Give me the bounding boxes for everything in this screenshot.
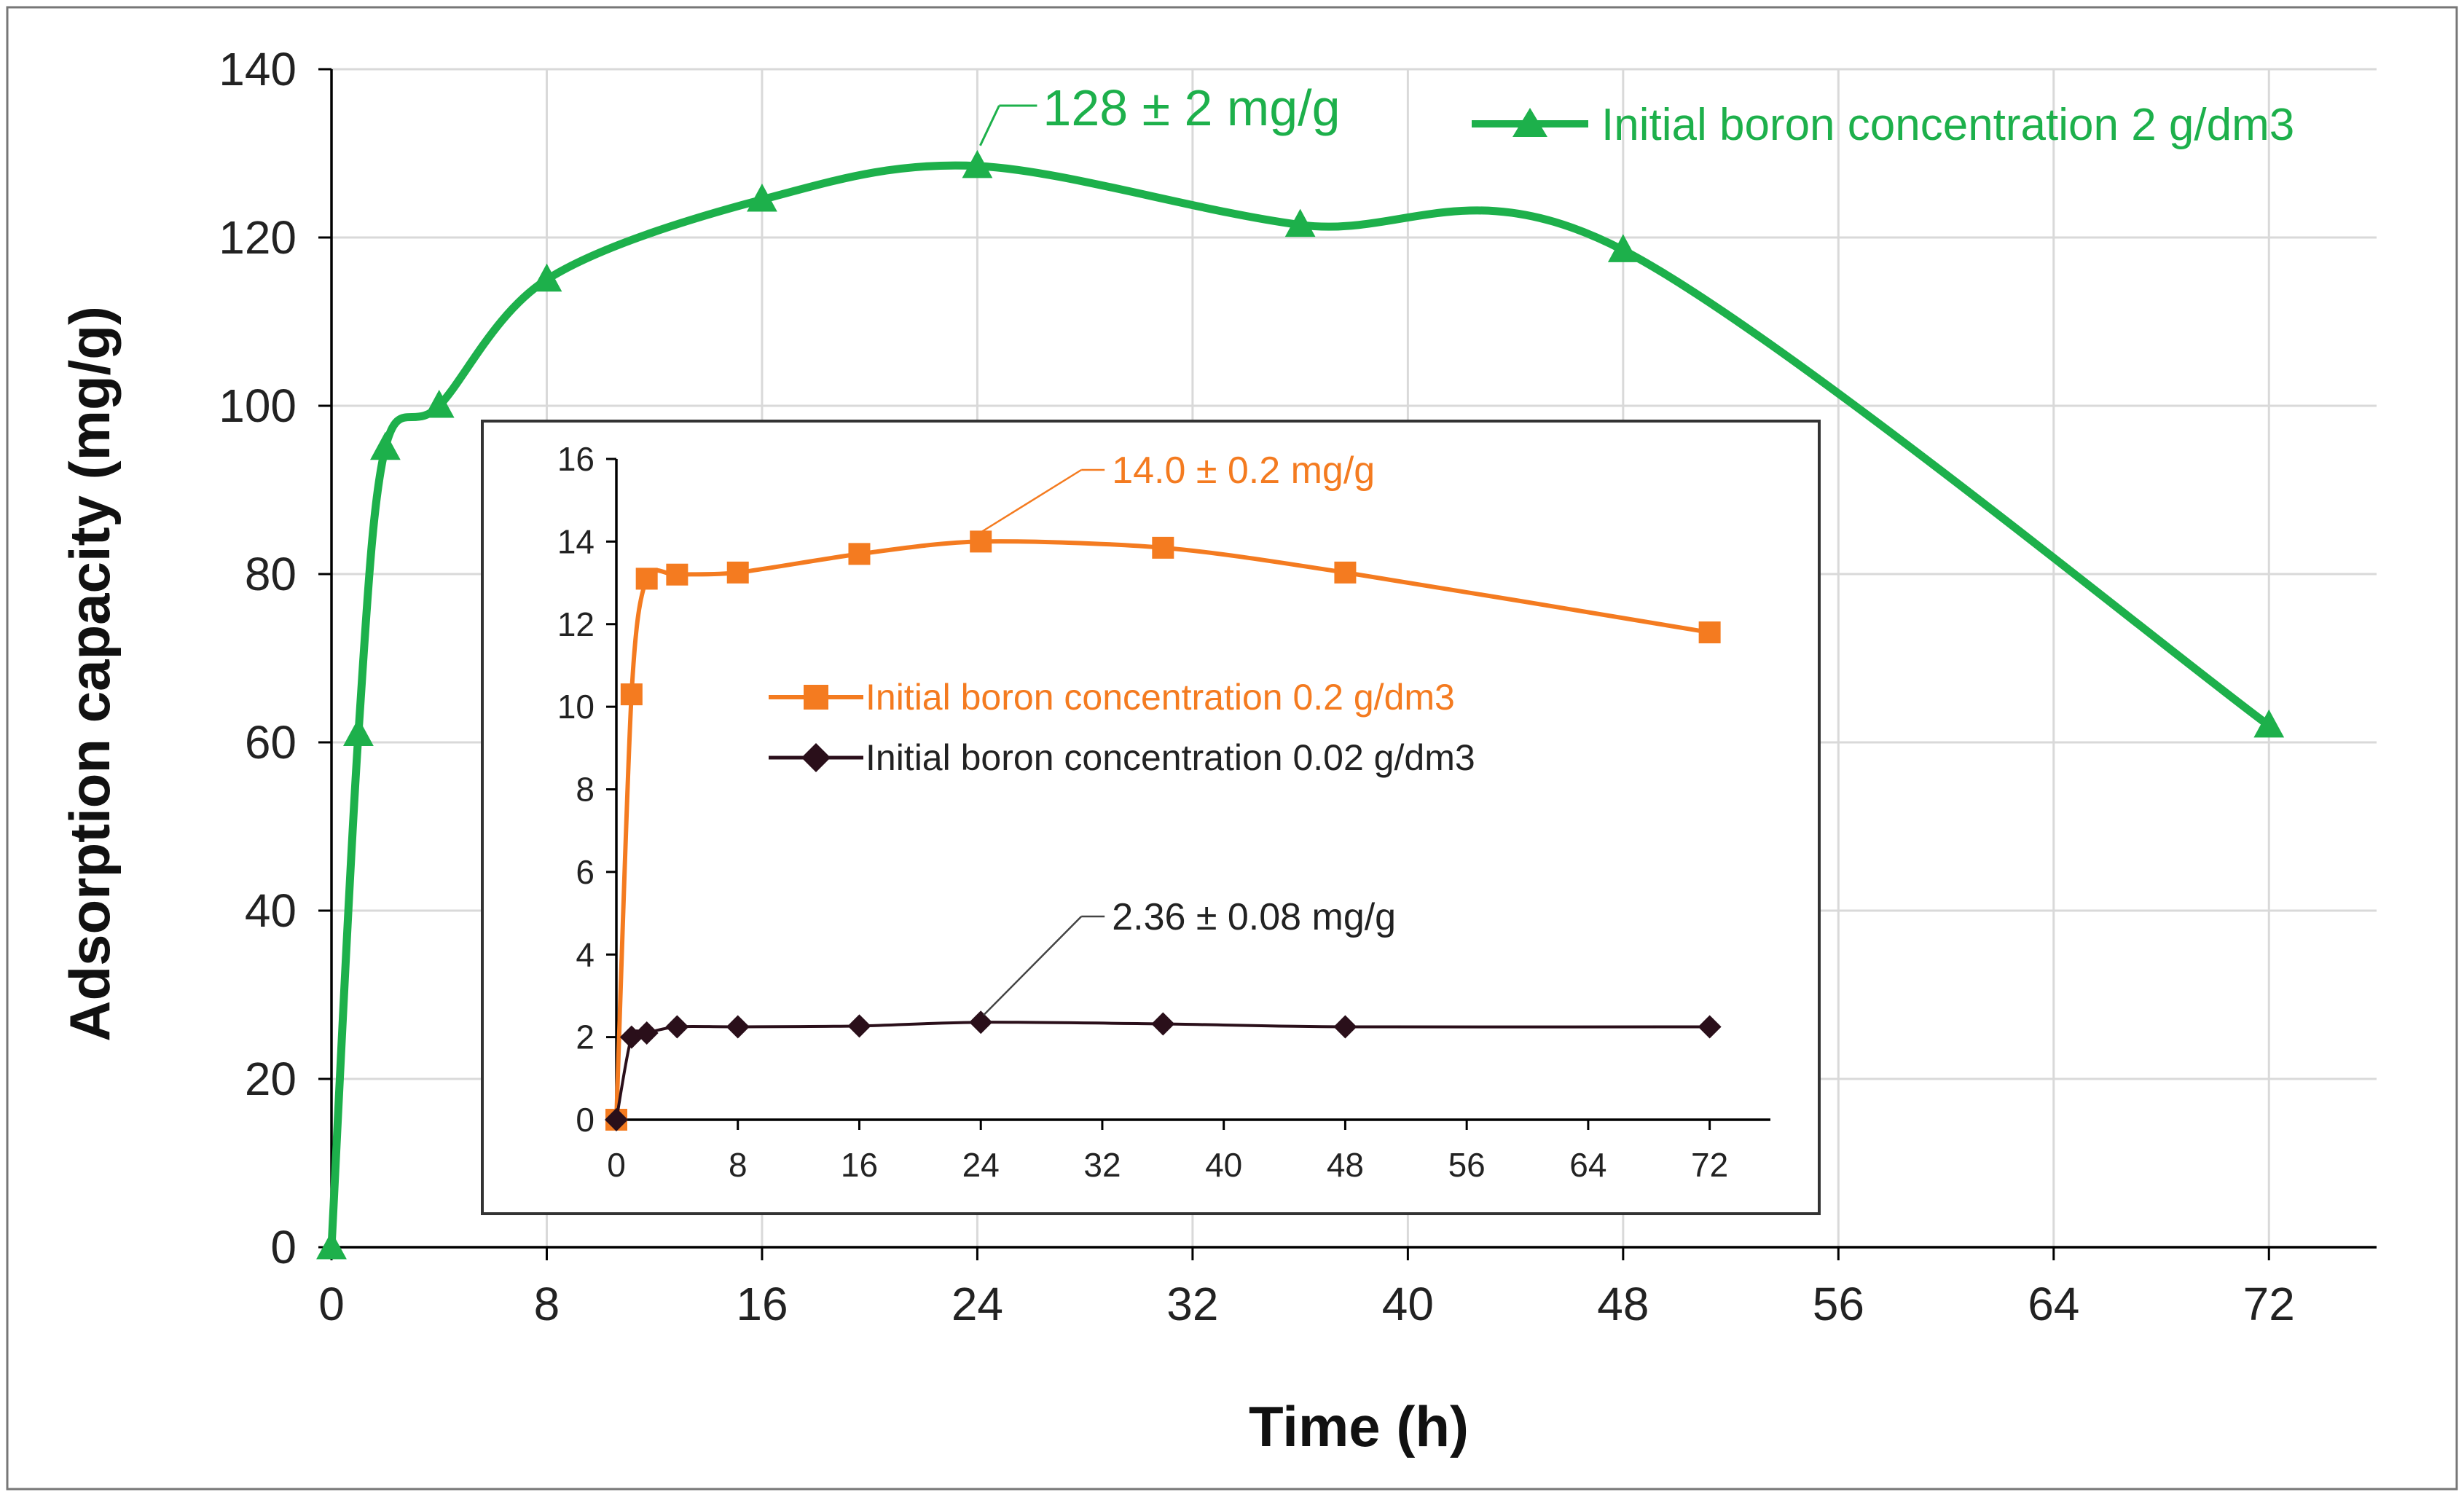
inset-xtick-label: 64 (1569, 1146, 1606, 1184)
legend-label-02gdm3: Initial boron concentration 0.2 g/dm3 (866, 677, 1455, 718)
main-legend: Initial boron concentration 2 g/dm3 (1472, 100, 2294, 150)
main-xtick-label: 72 (2243, 1278, 2295, 1330)
inset-chart-frame (481, 420, 1821, 1215)
data-point-02gdm3 (666, 563, 688, 586)
main-xtick-label: 16 (736, 1278, 788, 1330)
data-point-2gdm3 (747, 184, 777, 212)
main-ytick-label: 100 (219, 380, 297, 432)
inset-xtick-label: 16 (841, 1146, 878, 1184)
data-point-2gdm3 (369, 431, 401, 460)
data-point-2gdm3 (1607, 234, 1639, 262)
data-point-02gdm3 (1698, 621, 1721, 644)
data-point-002gdm3 (847, 1014, 871, 1038)
data-point-02gdm3 (970, 530, 992, 553)
main-xtick-label: 40 (1382, 1278, 1434, 1330)
main-ytick-label: 20 (245, 1053, 297, 1105)
data-point-002gdm3 (605, 1108, 628, 1131)
main-xtick-label: 64 (2028, 1278, 2079, 1330)
data-point-2gdm3 (962, 149, 993, 178)
annotation-peak-02gdm3: 14.0 ± 0.2 mg/g (1112, 449, 1375, 492)
inset-ytick-label: 2 (576, 1018, 595, 1056)
inset-ytick-label: 4 (576, 935, 595, 973)
data-point-02gdm3 (620, 683, 643, 706)
data-point-2gdm3 (343, 718, 374, 746)
legend-marker-002gdm3 (801, 743, 831, 772)
legend-label-002gdm3: Initial boron concentration 0.02 g/dm3 (866, 737, 1475, 778)
data-point-002gdm3 (726, 1015, 750, 1039)
main-xtick-label: 8 (534, 1278, 560, 1330)
inset-xtick-label: 40 (1205, 1146, 1242, 1184)
inset-legend: Initial boron concentration 0.2 g/dm3 In… (769, 677, 1475, 778)
main-ytick-label: 40 (245, 884, 297, 937)
data-point-2gdm3 (316, 1231, 347, 1260)
inset-ytick-label: 10 (557, 688, 595, 726)
main-ytick-label: 60 (245, 716, 297, 769)
data-point-2gdm3 (423, 390, 455, 418)
inset-ytick-label: 16 (557, 440, 595, 478)
inset-xtick-label: 72 (1691, 1146, 1728, 1184)
annotation-leader-2gdm3 (979, 105, 1000, 146)
data-point-02gdm3 (635, 568, 658, 590)
legend-label-2gdm3: Initial boron concentration 2 g/dm3 (1601, 100, 2294, 150)
annotation-peak-002gdm3: 2.36 ± 0.08 mg/g (1112, 896, 1396, 938)
main-xtick-label: 48 (1597, 1278, 1649, 1330)
inset-xtick-label: 24 (962, 1146, 1000, 1184)
data-point-2gdm3 (1284, 208, 1316, 237)
main-xtick-label: 24 (952, 1278, 1003, 1330)
inset-xtick-label: 0 (607, 1146, 626, 1184)
inset-ytick-label: 12 (557, 605, 595, 643)
data-point-02gdm3 (1334, 561, 1357, 584)
inset-xtick-label: 56 (1448, 1146, 1486, 1184)
inset-xtick-label: 8 (729, 1146, 748, 1184)
annotation-peak-2gdm3: 128 ± 2 mg/g (1043, 79, 1340, 136)
legend-marker-2gdm3 (1512, 108, 1547, 137)
inset-xtick-label: 32 (1083, 1146, 1121, 1184)
main-ytick-label: 0 (270, 1221, 297, 1273)
data-point-002gdm3 (635, 1021, 659, 1045)
main-ytick-label: 80 (245, 548, 297, 600)
y-axis-title: Adsorption capacity (mg/g) (58, 306, 122, 1042)
inset-xtick-label: 48 (1327, 1146, 1364, 1184)
data-point-002gdm3 (1698, 1015, 1722, 1039)
data-point-002gdm3 (969, 1010, 993, 1034)
data-point-2gdm3 (531, 263, 562, 292)
main-xtick-label: 56 (1813, 1278, 1864, 1330)
annotation-leader-002gdm3 (983, 916, 1083, 1016)
data-point-02gdm3 (726, 561, 749, 584)
inset-ytick-label: 6 (576, 853, 595, 891)
main-xtick-label: 0 (318, 1278, 345, 1330)
inset-ytick-label: 14 (557, 522, 595, 560)
inset-ytick-label: 8 (576, 771, 595, 809)
x-axis-title: Time (h) (1249, 1394, 1469, 1458)
data-point-002gdm3 (1333, 1015, 1357, 1039)
main-xtick-label: 32 (1166, 1278, 1218, 1330)
data-point-02gdm3 (1152, 536, 1174, 559)
data-point-2gdm3 (2253, 709, 2285, 738)
main-ytick-label: 120 (219, 211, 297, 264)
main-ytick-label: 140 (219, 43, 297, 95)
data-point-002gdm3 (665, 1015, 689, 1039)
inset-ytick-label: 0 (576, 1101, 595, 1139)
legend-marker-02gdm3 (804, 685, 828, 710)
data-point-002gdm3 (1151, 1012, 1175, 1036)
data-point-02gdm3 (848, 543, 871, 565)
annotation-leader-02gdm3 (981, 468, 1082, 533)
